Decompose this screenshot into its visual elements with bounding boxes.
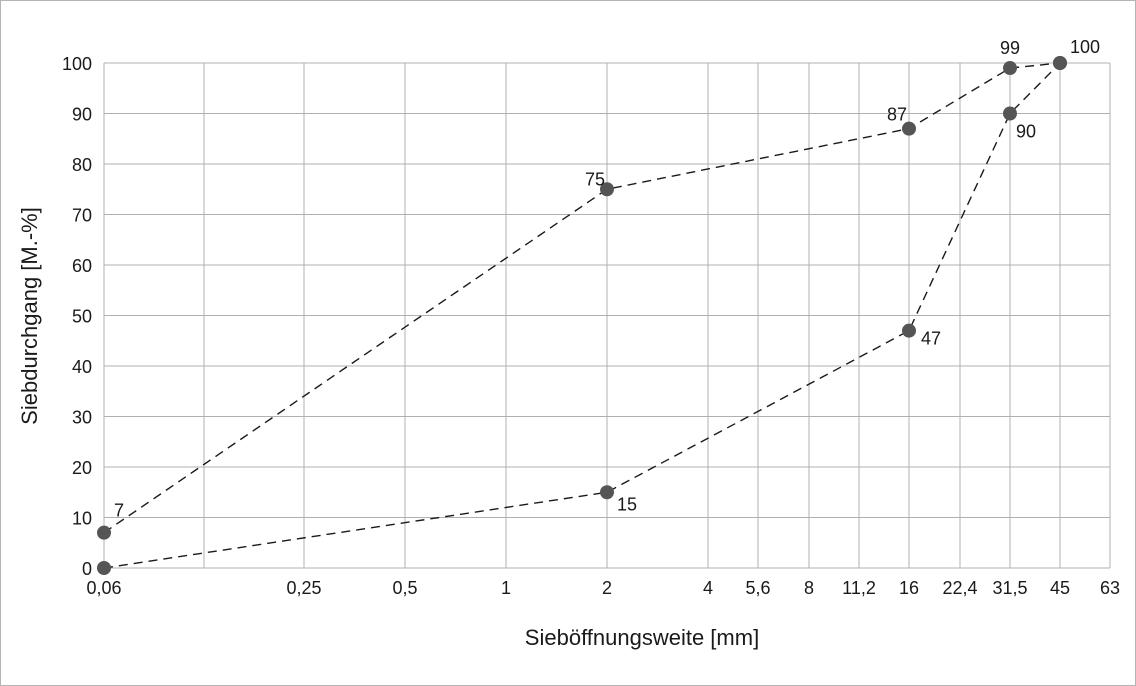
y-tick-label: 40 xyxy=(72,357,92,377)
series-line-2 xyxy=(103,62,1061,569)
y-tick-label: 100 xyxy=(62,54,92,74)
data-label: 7 xyxy=(114,501,124,521)
x-tick-labels: 0,06 0,25 0,5 1 2 4 5,6 8 11,2 16 22,4 31,5 45 63 xyxy=(86,578,1120,598)
x-tick-label: 1 xyxy=(501,578,511,598)
data-label: 15 xyxy=(617,494,637,514)
x-tick-label: 11,2 xyxy=(842,578,876,598)
data-point xyxy=(902,323,916,338)
x-tick-label: 63 xyxy=(1100,578,1120,598)
x-tick-label: 16 xyxy=(899,578,919,598)
data-point xyxy=(1003,106,1017,121)
y-tick-label: 0 xyxy=(82,559,92,579)
x-tick-label: 22,4 xyxy=(942,578,977,598)
data-point xyxy=(1053,56,1067,70)
data-point xyxy=(600,485,614,500)
data-label: 75 xyxy=(585,169,605,189)
x-tick-label: 8 xyxy=(804,578,814,598)
data-point xyxy=(97,525,111,540)
x-tick-label: 4 xyxy=(703,578,713,598)
x-axis-title: Sieböffnungsweite [mm] xyxy=(525,625,759,650)
y-axis-title: Siebdurchgang [M.-%] xyxy=(17,207,42,425)
y-tick-label: 80 xyxy=(72,155,92,175)
data-label: 47 xyxy=(921,329,941,349)
data-point xyxy=(1003,61,1017,76)
x-tick-label: 45 xyxy=(1050,578,1070,598)
x-tick-label: 0,06 xyxy=(86,578,121,598)
data-points xyxy=(97,56,1067,575)
x-tick-label: 0,5 xyxy=(392,578,417,598)
y-tick-label: 90 xyxy=(72,105,92,125)
y-tick-label: 60 xyxy=(72,256,92,276)
data-label: 87 xyxy=(887,105,907,125)
y-tick-label: 70 xyxy=(72,206,92,226)
x-tick-label: 2 xyxy=(602,578,612,598)
y-tick-label: 30 xyxy=(72,408,92,428)
y-tick-label: 10 xyxy=(72,509,92,529)
data-label: 90 xyxy=(1016,122,1036,142)
data-point xyxy=(97,561,111,575)
data-point xyxy=(902,121,916,136)
data-label: 100 xyxy=(1070,37,1100,57)
data-label: 99 xyxy=(1000,38,1020,58)
y-tick-label: 20 xyxy=(72,458,92,478)
data-point xyxy=(600,182,614,197)
x-tick-label: 0,25 xyxy=(286,578,321,598)
series-line-1 xyxy=(103,62,1061,534)
y-tick-label: 50 xyxy=(72,307,92,327)
x-tick-label: 31,5 xyxy=(992,578,1027,598)
x-tick-label: 5,6 xyxy=(745,578,770,598)
data-labels: 7 75 87 99 100 15 47 90 xyxy=(114,37,1100,521)
y-tick-labels: 0 10 20 30 40 50 60 70 80 90 100 xyxy=(62,54,92,579)
grid xyxy=(103,62,1111,569)
